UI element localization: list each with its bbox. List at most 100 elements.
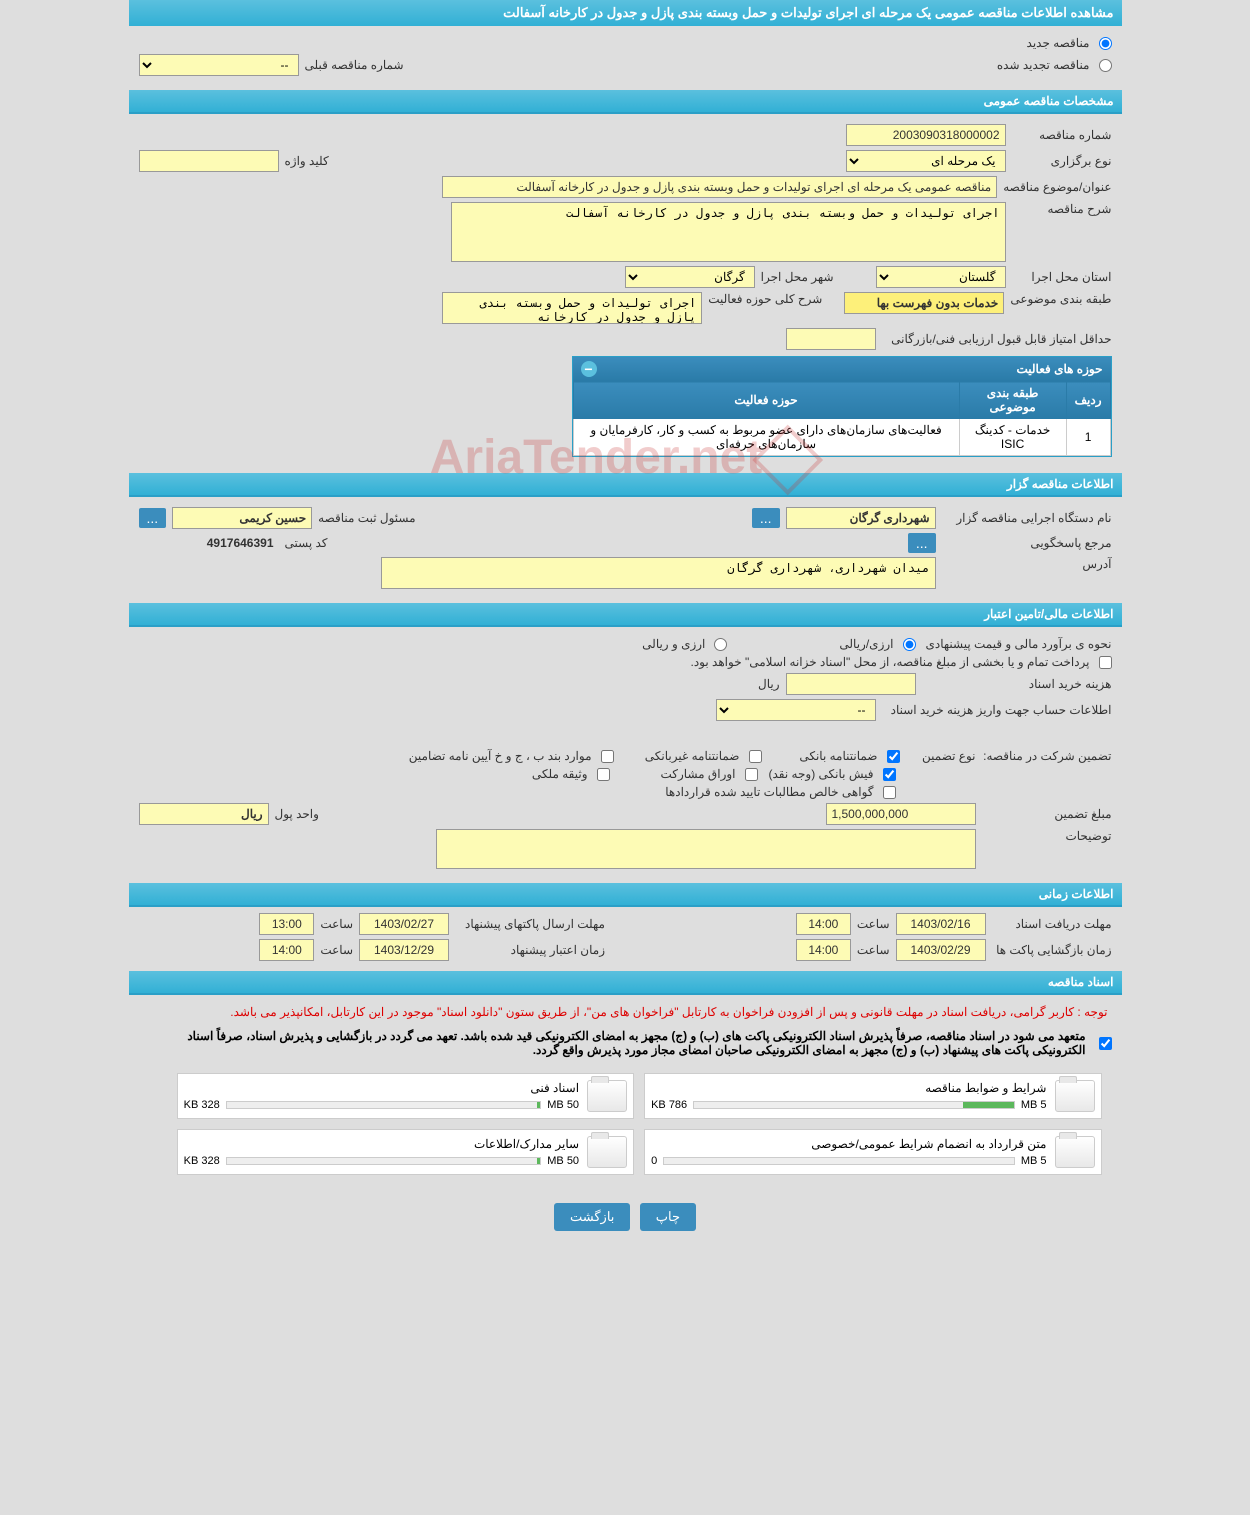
section-financial: اطلاعات مالی/تامین اعتبار <box>129 603 1122 627</box>
print-button[interactable]: چاپ <box>640 1203 696 1231</box>
radio-renewed-tender[interactable] <box>1099 59 1112 72</box>
commitment-checkbox[interactable] <box>1099 1037 1112 1050</box>
folder-icon <box>587 1080 627 1112</box>
radio-fx[interactable] <box>714 638 727 651</box>
receive-time[interactable] <box>796 913 851 935</box>
g3-checkbox[interactable] <box>601 750 614 763</box>
city-select[interactable]: گرگان <box>625 266 755 288</box>
open-label: زمان بازگشایی پاکت ها <box>992 943 1112 957</box>
address-textarea[interactable]: میدان شهرداری، شهرداری گرگان <box>381 557 936 589</box>
keyword-field[interactable] <box>139 150 279 172</box>
open-time[interactable] <box>796 939 851 961</box>
g3-label: موارد بند ب ، ج و خ آیین نامه تضامین <box>409 749 592 763</box>
number-field[interactable] <box>846 124 1006 146</box>
prev-number-label: شماره مناقصه قبلی <box>305 58 404 72</box>
receive-label: مهلت دریافت اسناد <box>992 917 1112 931</box>
radio-new-tender[interactable] <box>1099 37 1112 50</box>
doc-size: 328 KB <box>184 1099 220 1111</box>
col-class: طبقه بندی موضوعی <box>959 382 1066 419</box>
g1-label: ضمانتنامه بانکی <box>768 749 878 763</box>
receive-date[interactable] <box>896 913 986 935</box>
validity-time[interactable] <box>259 939 314 961</box>
description-textarea[interactable]: اجرای تولیدات و حمل وبسته بندی پازل و جد… <box>451 202 1006 262</box>
guarantee-type-label: نوع تضمین <box>906 749 976 763</box>
time-label-3: ساعت <box>857 943 890 957</box>
col-row: ردیف <box>1066 382 1110 419</box>
province-select[interactable]: گلستان <box>876 266 1006 288</box>
doc-max: 50 MB <box>547 1099 579 1111</box>
doc-cost-field[interactable] <box>786 673 916 695</box>
g6-label: وثیقه ملکی <box>532 767 588 781</box>
notes-textarea[interactable] <box>436 829 976 869</box>
g4-checkbox[interactable] <box>883 768 896 781</box>
registrar-label: مسئول ثبت مناقصه <box>318 511 415 525</box>
document-box[interactable]: سایر مدارک/اطلاعات 50 MB 328 KB <box>177 1129 634 1175</box>
activity-desc-label: شرح کلی حوزه فعالیت <box>708 292 822 306</box>
collapse-icon[interactable]: − <box>581 361 597 377</box>
notice-commitment: متعهد می شود در اسناد مناقصه، صرفاً پذیر… <box>139 1027 1090 1059</box>
document-box[interactable]: اسناد فنی 50 MB 328 KB <box>177 1073 634 1119</box>
g2-label: ضمانتنامه غیربانکی <box>620 749 740 763</box>
progress-bar <box>226 1157 542 1165</box>
org-field[interactable] <box>786 507 936 529</box>
document-box[interactable]: متن قرارداد به انضمام شرایط عمومی/خصوصی … <box>644 1129 1101 1175</box>
activity-panel-title: حوزه های فعالیت <box>1017 362 1103 376</box>
send-time[interactable] <box>259 913 314 935</box>
estimate-label: نحوه ی برآورد مالی و قیمت پیشنهادی <box>922 637 1112 651</box>
fx-label: ارزی و ریالی <box>642 637 705 651</box>
description-label: شرح مناقصه <box>1012 202 1112 216</box>
doc-max: 5 MB <box>1021 1099 1047 1111</box>
notes-label: توضیحات <box>982 829 1112 843</box>
renewed-tender-label: مناقصه تجدید شده <box>997 58 1090 72</box>
activity-desc-textarea[interactable]: اجرای تولیدات و حمل وبسته بندی پازل و جد… <box>442 292 702 324</box>
subject-label: عنوان/موضوع مناقصه <box>1003 180 1111 194</box>
g5-checkbox[interactable] <box>745 768 758 781</box>
classification-label: طبقه بندی موضوعی <box>1010 292 1111 306</box>
g2-checkbox[interactable] <box>749 750 762 763</box>
section-tenderer: اطلاعات مناقصه گزار <box>129 473 1122 497</box>
radio-rial[interactable] <box>903 638 916 651</box>
time-label-4: ساعت <box>320 943 353 957</box>
notice-red: توجه : کاربر گرامی، دریافت اسناد در مهلت… <box>139 1001 1112 1023</box>
time-label-2: ساعت <box>320 917 353 931</box>
g7-checkbox[interactable] <box>883 786 896 799</box>
validity-date[interactable] <box>359 939 449 961</box>
province-label: استان محل اجرا <box>1012 270 1112 284</box>
back-button[interactable]: بازگشت <box>554 1203 630 1231</box>
send-date[interactable] <box>359 913 449 935</box>
rial-unit: ریال <box>758 677 780 691</box>
g4-label: فیش بانکی (وجه نقد) <box>764 767 874 781</box>
account-label: اطلاعات حساب جهت واریز هزینه خرید اسناد <box>882 703 1112 717</box>
g7-label: گواهی خالص مطالبات تایید شده قراردادها <box>665 785 873 799</box>
registrar-field[interactable] <box>172 507 312 529</box>
unit-field[interactable] <box>139 803 269 825</box>
open-date[interactable] <box>896 939 986 961</box>
doc-cost-label: هزینه خرید اسناد <box>922 677 1112 691</box>
new-tender-label: مناقصه جدید <box>1027 36 1090 50</box>
treasury-checkbox[interactable] <box>1099 656 1112 669</box>
amount-field[interactable] <box>826 803 976 825</box>
g1-checkbox[interactable] <box>887 750 900 763</box>
folder-icon <box>1055 1080 1095 1112</box>
doc-title: اسناد فنی <box>184 1081 579 1095</box>
responder-label: مرجع پاسخگویی <box>942 536 1112 550</box>
postal-value: 4917646391 <box>139 533 279 553</box>
responder-browse-button[interactable]: ... <box>908 533 936 553</box>
table-row: 1خدمات - کدینگ ISICفعالیت‌های سازمان‌های… <box>573 419 1110 456</box>
doc-max: 5 MB <box>1021 1155 1047 1167</box>
prev-number-select[interactable]: -- <box>139 54 299 76</box>
section-general-spec: مشخصات مناقصه عمومی <box>129 90 1122 114</box>
holding-type-select[interactable]: یک مرحله ای <box>846 150 1006 172</box>
number-label: شماره مناقصه <box>1012 128 1112 142</box>
g6-checkbox[interactable] <box>597 768 610 781</box>
treasury-note: پرداخت تمام و یا بخشی از مبلغ مناقصه، از… <box>691 655 1090 669</box>
amount-label: مبلغ تضمین <box>982 807 1112 821</box>
registrar-browse-button[interactable]: ... <box>139 508 167 528</box>
min-score-field[interactable] <box>786 328 876 350</box>
classification-field[interactable] <box>844 292 1004 314</box>
document-box[interactable]: شرایط و ضوابط مناقصه 5 MB 786 KB <box>644 1073 1101 1119</box>
org-browse-button[interactable]: ... <box>752 508 780 528</box>
g5-label: اوراق مشارکت <box>616 767 736 781</box>
account-select[interactable]: -- <box>716 699 876 721</box>
subject-field[interactable] <box>442 176 997 198</box>
